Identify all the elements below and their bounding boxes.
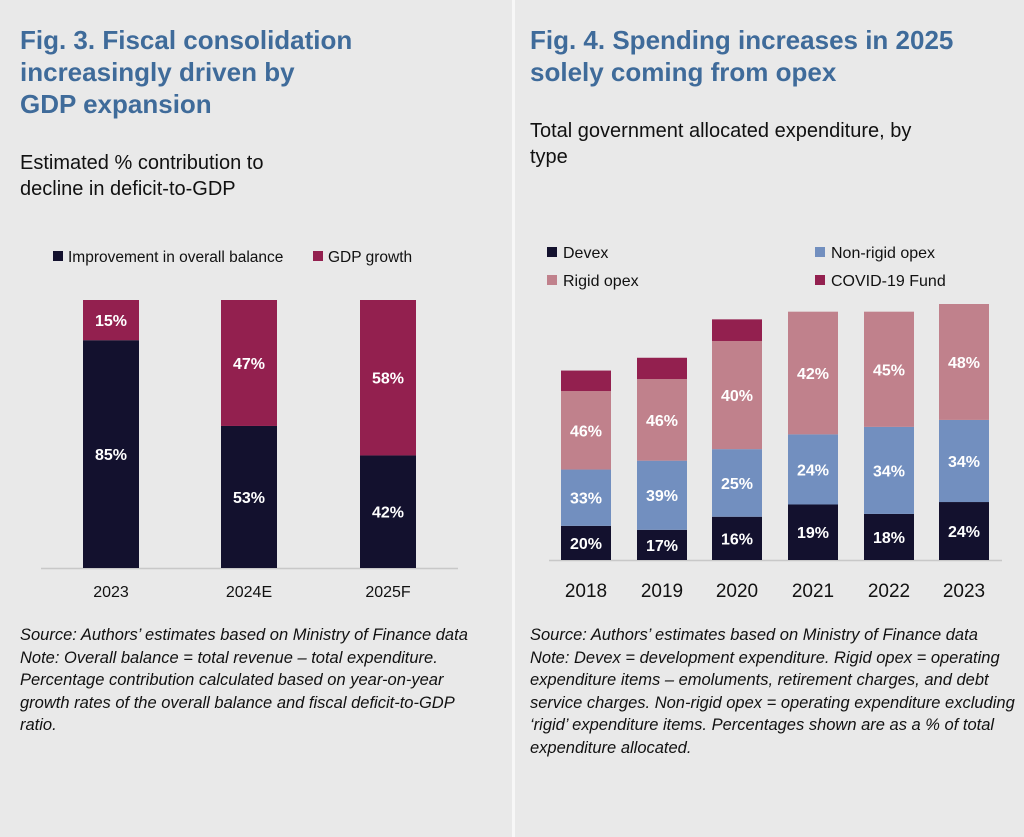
data-label: 45% — [873, 362, 905, 379]
x-tick-label: 2018 — [565, 581, 607, 602]
legend-label-covid-19-fund: COVID-19 Fund — [831, 273, 946, 290]
bar-non-rigid-opex-2021 — [788, 434, 838, 505]
fig3-title: Fig. 3. Fiscal consolidation increasingly… — [20, 25, 353, 119]
bar-non-rigid-opex-2018 — [561, 469, 611, 526]
legend-label-gdp-growth: GDP growth — [328, 249, 412, 266]
bar-covid-19-fund-2020 — [712, 319, 762, 341]
data-label: 48% — [948, 355, 980, 372]
fig3-note: Note: Overall balance = total revenue – … — [20, 648, 455, 735]
bar-devex-2021 — [788, 504, 838, 560]
bar-rigid-opex-2020 — [712, 340, 762, 450]
data-label: 46% — [570, 423, 602, 440]
data-label: 34% — [873, 463, 905, 480]
x-tick-label: 2023 — [943, 581, 985, 602]
legend-label-rigid-opex: Rigid opex — [563, 273, 639, 290]
bar-rigid-opex-2019 — [637, 379, 687, 461]
fig4-source: Source: Authors’ estimates based on Mini… — [530, 626, 978, 644]
legend-label-improvement-in-overall-balance: Improvement in overall balance — [68, 249, 283, 266]
data-label: 42% — [372, 505, 404, 522]
bar-non-rigid-opex-2023 — [939, 419, 989, 503]
fig4-title: Fig. 4. Spending increases in 2025 solely… — [530, 25, 954, 87]
x-tick-label: 2022 — [868, 581, 910, 602]
legend-swatch-rigid-opex — [547, 275, 557, 285]
data-label: 20% — [570, 536, 602, 553]
legend-swatch-covid-19-fund — [815, 275, 825, 285]
x-tick-label: 2021 — [792, 581, 834, 602]
bar-devex-2018 — [561, 525, 611, 560]
bar-devex-2022 — [864, 513, 914, 560]
data-label: 58% — [372, 371, 404, 388]
data-label: 19% — [797, 525, 829, 542]
legend-swatch-improvement-in-overall-balance — [53, 251, 63, 261]
bar-improvement-in-overall-balance-2023 — [83, 340, 139, 568]
x-tick-label: 2020 — [716, 581, 758, 602]
data-label: 46% — [646, 413, 678, 430]
bar-rigid-opex-2022 — [864, 311, 914, 427]
data-label: 40% — [721, 388, 753, 405]
fig4-chart: Devex Non-rigid opex Rigid opex COVID-19 Fu… — [547, 245, 1002, 602]
data-label: 42% — [797, 366, 829, 383]
fig4-note: Note: Devex = development expenditure. R… — [530, 648, 1015, 757]
bar-non-rigid-opex-2020 — [712, 449, 762, 517]
bar-improvement-in-overall-balance-2024E — [221, 425, 277, 568]
fig4-notes: Source: Authors’ estimates based on Mini… — [530, 624, 1020, 759]
data-label: 39% — [646, 488, 678, 505]
x-tick-label: 2024E — [226, 584, 272, 601]
legend-swatch-non-rigid-opex — [815, 247, 825, 257]
data-label: 47% — [233, 356, 265, 373]
fig3-subtitle: Estimated % contribution to decline in de… — [20, 152, 264, 200]
x-tick-label: 2025F — [365, 584, 411, 601]
legend-swatch-gdp-growth — [313, 251, 323, 261]
data-label: 17% — [646, 538, 678, 555]
bar-gdp-growth-2023 — [83, 300, 139, 341]
fig4-panel: Fig. 4. Spending increases in 2025 solely… — [515, 0, 1024, 837]
bar-covid-19-fund-2019 — [637, 357, 687, 380]
data-label: 15% — [95, 313, 127, 330]
data-label: 24% — [948, 524, 980, 541]
bar-non-rigid-opex-2019 — [637, 460, 687, 530]
legend-swatch-devex — [547, 247, 557, 257]
x-tick-label: 2019 — [641, 581, 683, 602]
bar-devex-2020 — [712, 516, 762, 560]
fig4-subtitle: Total government allocated expenditure, … — [530, 120, 912, 168]
bar-non-rigid-opex-2022 — [864, 426, 914, 514]
data-label: 25% — [721, 476, 753, 493]
legend-label-devex: Devex — [563, 245, 608, 262]
fig3-notes: Source: Authors’ estimates based on Mini… — [20, 624, 490, 737]
bar-covid-19-fund-2018 — [561, 370, 611, 392]
data-label: 16% — [721, 531, 753, 548]
data-label: 33% — [570, 491, 602, 508]
bar-rigid-opex-2018 — [561, 391, 611, 470]
bar-gdp-growth-2025F — [360, 300, 416, 456]
bar-devex-2023 — [939, 502, 989, 560]
fig3-panel: Fig. 3. Fiscal consolidation increasingly… — [20, 25, 490, 737]
bar-rigid-opex-2021 — [788, 311, 838, 435]
bar-rigid-opex-2023 — [939, 304, 989, 420]
panel-divider — [512, 0, 515, 837]
legend-label-non-rigid-opex: Non-rigid opex — [831, 245, 935, 262]
data-label: 34% — [948, 454, 980, 471]
bar-devex-2019 — [637, 529, 687, 560]
fig3-source: Source: Authors’ estimates based on Mini… — [20, 626, 468, 644]
data-label: 24% — [797, 462, 829, 479]
data-label: 85% — [95, 447, 127, 464]
x-tick-label: 2023 — [93, 584, 129, 601]
bar-gdp-growth-2024E — [221, 300, 277, 426]
fig3-chart: Improvement in overall balance GDP growth… — [41, 249, 458, 601]
data-label: 18% — [873, 530, 905, 547]
bar-improvement-in-overall-balance-2025F — [360, 455, 416, 568]
data-label: 53% — [233, 490, 265, 507]
